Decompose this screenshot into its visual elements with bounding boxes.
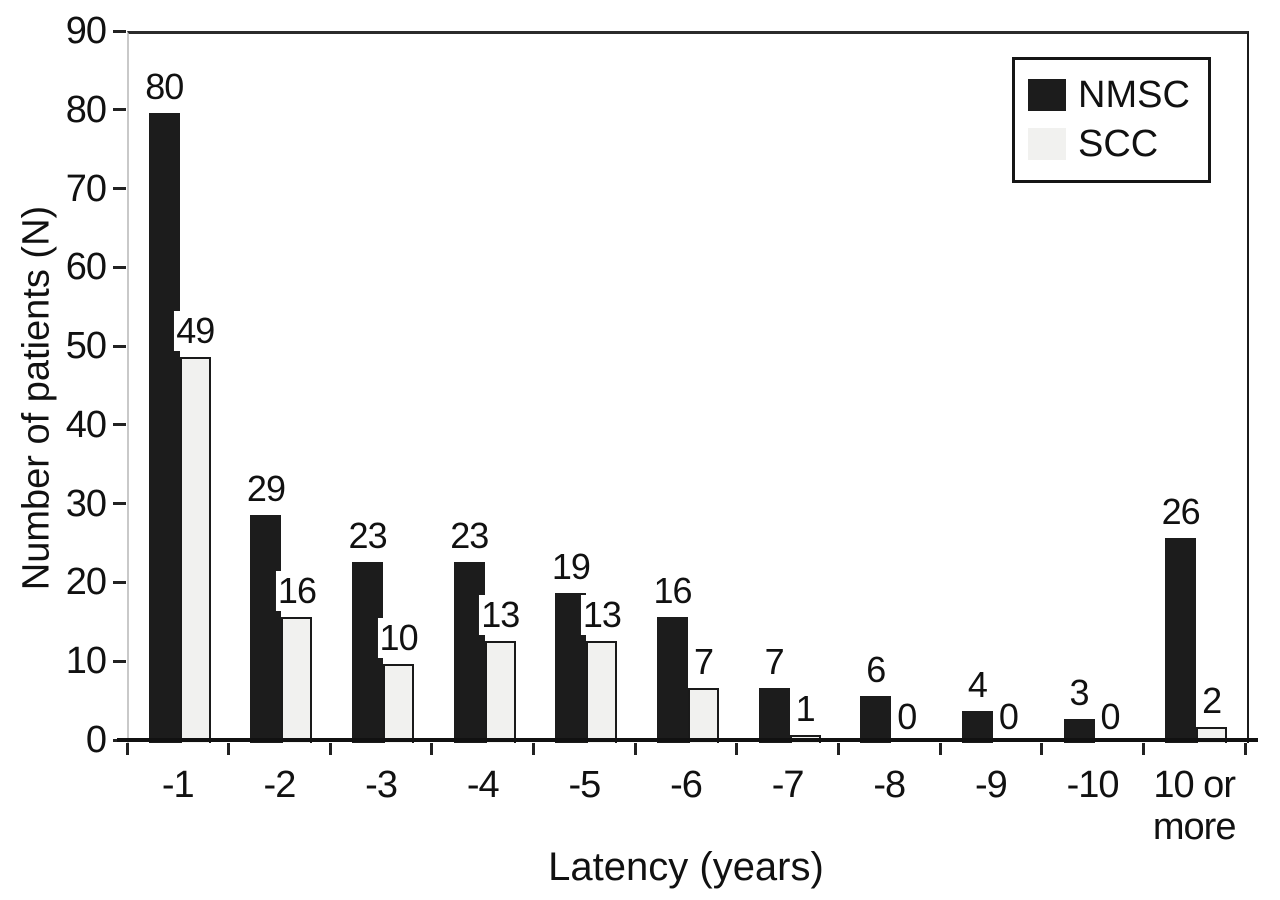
x-axis-line (117, 738, 1258, 742)
legend: NMSC SCC (1012, 57, 1211, 183)
data-label-scc--4: 13 (479, 594, 522, 635)
y-tick-10 (113, 659, 126, 663)
bar-nmsc--4 (453, 562, 485, 743)
data-label-nmsc--8: 6 (864, 649, 888, 690)
bar-nmsc--7 (758, 688, 790, 743)
data-label-nmsc-10-or-more: 26 (1159, 491, 1202, 532)
data-label-scc--8: 0 (895, 696, 919, 737)
y-tick-20 (113, 580, 126, 584)
bar-nmsc-10-or-more (1165, 538, 1197, 743)
bar-nmsc--1 (148, 113, 180, 743)
bar-nmsc--6 (657, 617, 688, 743)
y-tick-label-30: 30 (65, 482, 107, 525)
y-tick-50 (113, 344, 126, 348)
x-tick-label--3: -3 (365, 764, 398, 806)
data-label-nmsc--1: 80 (143, 66, 186, 107)
y-tick-label-70: 70 (65, 167, 107, 210)
data-label-nmsc--9: 4 (965, 664, 989, 705)
data-label-scc--7: 1 (793, 688, 817, 729)
data-label-scc--6: 7 (691, 641, 716, 682)
y-tick-40 (113, 423, 126, 427)
x-tick-label--1: -1 (161, 764, 195, 806)
x-tick-0 (125, 743, 129, 755)
data-label-scc--1: 49 (174, 310, 217, 351)
data-label-scc--3: 10 (377, 617, 420, 658)
data-label-scc--9: 0 (996, 696, 1020, 737)
x-tick-4 (532, 743, 536, 755)
x-tick-label--10: -10 (1066, 764, 1120, 806)
x-tick-2 (328, 743, 332, 755)
x-tick-label--2: -2 (263, 764, 297, 806)
x-tick-11 (1243, 743, 1247, 755)
bar-scc--5 (586, 641, 618, 743)
data-label-nmsc--4: 23 (448, 515, 491, 556)
legend-label-scc: SCC (1078, 122, 1159, 165)
bar-scc--6 (688, 688, 719, 743)
x-tick-7 (836, 743, 840, 755)
bar-nmsc--2 (250, 515, 282, 743)
data-label-nmsc--5: 19 (549, 546, 592, 587)
bar-nmsc--8 (860, 696, 892, 743)
x-tick-label-10-or-more: 10 or more (1152, 764, 1237, 848)
x-tick-label--7: -7 (771, 764, 805, 806)
data-label-scc--10: 0 (1098, 696, 1122, 737)
x-tick-label--9: -9 (975, 764, 1008, 806)
bar-scc--1 (179, 357, 211, 743)
y-tick-label-60: 60 (65, 246, 107, 289)
y-tick-90 (113, 29, 126, 33)
legend-label-nmsc: NMSC (1078, 73, 1190, 116)
data-label-nmsc--6: 16 (651, 570, 694, 611)
x-tick-label--8: -8 (873, 764, 906, 806)
data-label-nmsc--10: 3 (1067, 672, 1091, 713)
y-tick-60 (113, 265, 126, 269)
scc-series-swatch (1028, 127, 1066, 160)
x-tick-9 (1040, 743, 1044, 755)
x-tick-label--6: -6 (670, 764, 703, 806)
y-tick-label-80: 80 (65, 88, 107, 131)
y-tick-30 (113, 502, 126, 506)
x-tick-label--5: -5 (568, 764, 601, 806)
x-tick-3 (430, 743, 434, 755)
bar-nmsc--9 (961, 711, 993, 743)
data-label-scc--5: 13 (580, 594, 623, 635)
y-tick-label-10: 10 (65, 640, 107, 683)
x-tick-label--4: -4 (466, 764, 500, 806)
y-tick-label-20: 20 (65, 561, 107, 604)
y-tick-label-50: 50 (65, 325, 107, 368)
data-label-nmsc--3: 23 (346, 515, 389, 556)
nmsc-series-swatch (1028, 78, 1066, 111)
x-axis-title: Latency (years) (548, 845, 824, 889)
y-tick-label-90: 90 (65, 10, 107, 52)
x-tick-1 (227, 743, 231, 755)
data-label-scc--2: 16 (275, 570, 318, 611)
y-tick-70 (113, 187, 126, 191)
x-tick-8 (938, 743, 942, 755)
legend-item-scc: SCC (1028, 122, 1196, 165)
bar-scc--2 (281, 617, 313, 743)
y-tick-label-40: 40 (65, 403, 107, 446)
y-tick-80 (113, 108, 126, 112)
y-tick-label-0: 0 (85, 719, 107, 761)
data-label-nmsc--7: 7 (762, 641, 786, 682)
x-tick-10 (1141, 743, 1145, 755)
x-tick-5 (633, 743, 637, 755)
bar-scc--4 (484, 641, 516, 743)
data-label-scc-10-or-more: 2 (1200, 680, 1224, 721)
bar-scc--3 (383, 664, 415, 743)
data-label-nmsc--2: 29 (244, 468, 287, 509)
legend-item-nmsc: NMSC (1028, 73, 1196, 116)
x-tick-6 (735, 743, 739, 755)
